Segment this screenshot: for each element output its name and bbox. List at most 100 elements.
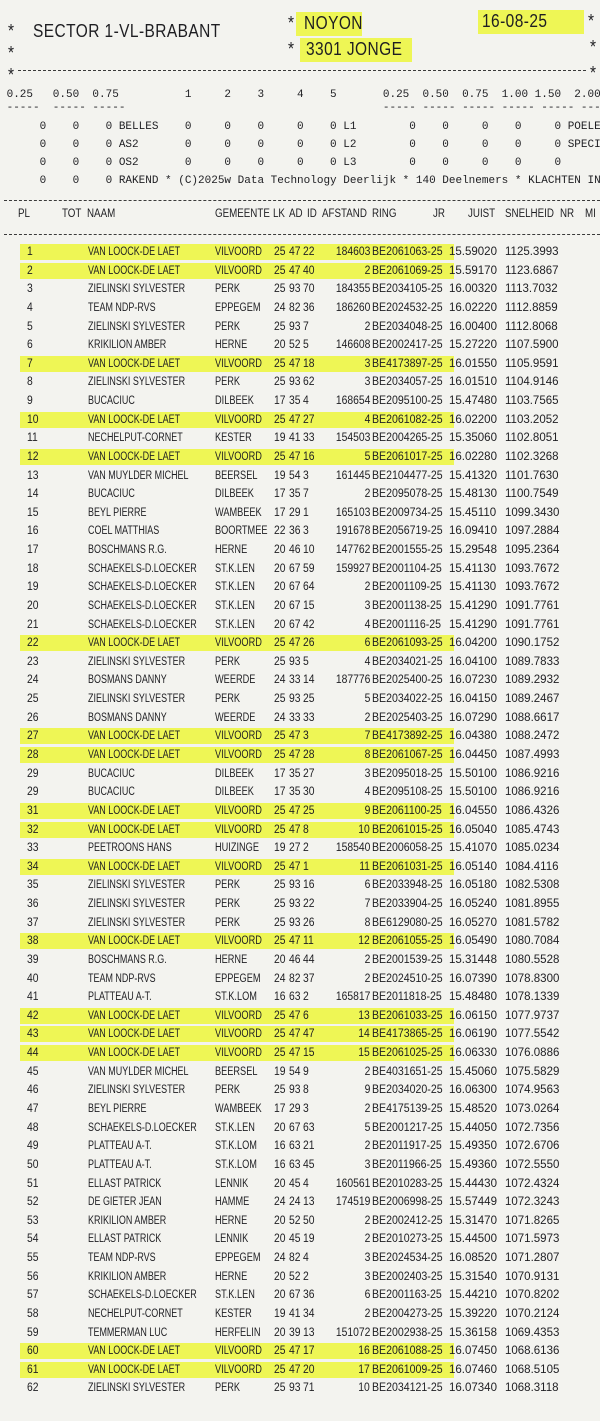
ring: BE2025400-25 — [372, 674, 443, 687]
rank: 25 — [27, 693, 39, 706]
distance: 186260 — [335, 301, 370, 314]
arrival-time: 15.59020 — [449, 246, 497, 258]
fancier-name: VAN LOOCK-DE LAET — [88, 730, 181, 743]
fancier-name: BUCACIUC — [88, 767, 135, 780]
rank: 18 — [27, 562, 39, 575]
speed: 1072.5550 — [505, 1158, 560, 1171]
rank: 54 — [27, 1233, 39, 1246]
fancier-name: ZIELINSKI SYLVESTER — [88, 916, 186, 929]
arrival-time: 16.06330 — [449, 1047, 497, 1060]
speed: 1105.9591 — [505, 357, 559, 370]
town: BEERSEL — [215, 1065, 258, 1078]
id: 50 — [303, 1214, 315, 1227]
lk: 25 — [274, 637, 286, 650]
arrival-time: 15.48520 — [449, 1102, 497, 1115]
fancier-name: DE GIETER JEAN — [88, 1196, 162, 1209]
distance: 160561 — [335, 1177, 370, 1190]
town: VILVOORD — [215, 1363, 262, 1376]
ring: BE2061067-25 — [372, 749, 443, 761]
town: ST.K.LEN — [215, 618, 255, 631]
lk: 17 — [274, 1102, 286, 1115]
town: DILBEEK — [215, 395, 254, 408]
rank: 6 — [27, 339, 33, 352]
speed: 1068.6136 — [505, 1345, 560, 1358]
rank: 43 — [27, 1028, 39, 1041]
town: HAMME — [215, 1196, 250, 1209]
fancier-name: ELLAST PATRICK — [88, 1177, 162, 1190]
ring: BE2011818-25 — [372, 991, 442, 1004]
fancier-name: ZIELINSKI SYLVESTER — [88, 283, 186, 296]
column-header: JR — [433, 208, 445, 220]
lk: 20 — [274, 1214, 286, 1227]
fancier-name: ZIELINSKI SYLVESTER — [88, 320, 186, 333]
fancier-name: KRIKILION AMBER — [88, 1214, 167, 1227]
town: VILVOORD — [215, 730, 262, 743]
distance: 165103 — [335, 506, 370, 519]
fancier-name: VAN MUYLDER MICHEL — [88, 469, 189, 482]
fancier-name: VAN LOOCK-DE LAET — [88, 637, 181, 650]
fancier-name: VAN LOOCK-DE LAET — [88, 1028, 181, 1041]
arrival-time: 15.44210 — [449, 1289, 497, 1302]
id: 19 — [303, 1233, 315, 1246]
id: 8 — [303, 823, 309, 836]
id: 4 — [303, 1252, 309, 1265]
id: 33 — [303, 432, 315, 445]
id: 25 — [303, 693, 315, 706]
arrival-time: 15.41130 — [449, 581, 497, 594]
town: HERNE — [215, 339, 248, 352]
rank: 35 — [27, 879, 39, 892]
rank: 33 — [27, 842, 39, 855]
distance: 4 — [364, 413, 370, 426]
ring: BE4173892-25 — [372, 730, 443, 743]
speed: 1078.8300 — [505, 972, 560, 985]
lk: 20 — [274, 618, 286, 631]
ad: 67 — [289, 581, 301, 594]
fancier-name: VAN LOOCK-DE LAET — [88, 935, 181, 948]
ring: BE2010283-25 — [372, 1177, 443, 1190]
id: 3 — [303, 730, 309, 743]
distance: 8 — [364, 916, 370, 929]
ad: 47 — [289, 1009, 301, 1022]
speed: 1071.5973 — [505, 1233, 560, 1246]
star: * — [8, 21, 15, 41]
lk: 20 — [274, 1326, 286, 1339]
town: BEERSEL — [215, 469, 258, 482]
ring: BE2061093-25 — [372, 637, 443, 650]
race-date: 16-08-25 — [482, 11, 548, 31]
town: HUIZINGE — [215, 842, 259, 855]
distance: 2 — [364, 1065, 370, 1078]
highlight — [296, 12, 362, 36]
lk: 24 — [274, 301, 286, 314]
id: 4 — [303, 395, 309, 408]
category: 3301 JONGE — [306, 39, 403, 59]
arrival-time: 15.49350 — [449, 1140, 497, 1153]
fancier-name: ZIELINSKI SYLVESTER — [88, 1084, 186, 1097]
id: 14 — [303, 674, 315, 687]
arrival-time: 16.05140 — [449, 860, 497, 873]
speed: 1088.6617 — [505, 711, 560, 724]
distance: 16 — [358, 1345, 370, 1358]
lk: 25 — [274, 320, 286, 333]
distance: 151072 — [335, 1326, 370, 1339]
speed: 1081.5782 — [505, 916, 560, 929]
rank: 8 — [27, 376, 33, 389]
ad: 47 — [289, 246, 301, 258]
rank: 56 — [27, 1270, 39, 1283]
id: 62 — [303, 376, 315, 389]
lk: 17 — [274, 395, 286, 408]
town: HERNE — [215, 1214, 248, 1227]
ad: 93 — [289, 655, 301, 668]
distance: 9 — [364, 804, 370, 817]
town: KESTER — [215, 1307, 252, 1320]
town: PERK — [215, 1084, 241, 1097]
distance: 147762 — [335, 544, 370, 557]
column-header: MI — [585, 208, 596, 220]
distance: 187776 — [335, 674, 370, 687]
fancier-name: PLATTEAU A-T. — [88, 1140, 152, 1153]
ad: 93 — [289, 898, 301, 911]
ring: BE2034022-25 — [372, 693, 443, 706]
rank: 2 — [27, 264, 33, 277]
town: VILVOORD — [215, 246, 262, 258]
ad: 46 — [289, 544, 301, 557]
rank: 61 — [27, 1363, 39, 1376]
